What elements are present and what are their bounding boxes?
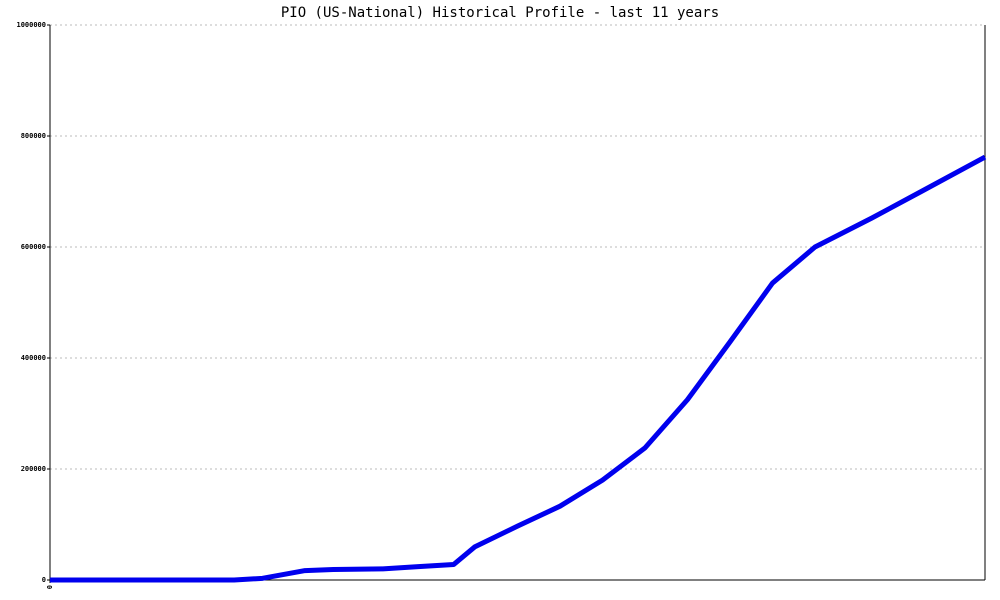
y-tick-label: 600000 bbox=[21, 243, 46, 251]
y-tick-label: 0 bbox=[42, 576, 46, 584]
chart-title: PIO (US-National) Historical Profile - l… bbox=[281, 5, 719, 21]
line-series bbox=[50, 154, 987, 583]
y-tick-label: 400000 bbox=[21, 354, 46, 362]
y-tick-label: 800000 bbox=[21, 132, 46, 140]
y-tick-label: 200000 bbox=[21, 465, 46, 473]
y-tick-label: 1000000 bbox=[16, 21, 46, 29]
x-tick-label: 0 bbox=[46, 585, 54, 589]
